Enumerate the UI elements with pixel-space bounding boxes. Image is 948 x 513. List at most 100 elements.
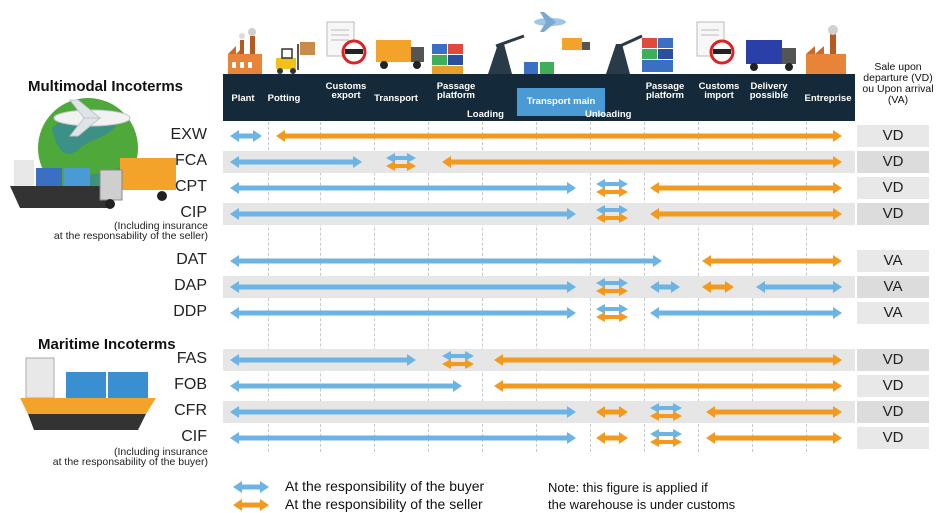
buyer-arrow-dap <box>596 278 628 288</box>
incoterm-fca: FCA <box>175 152 207 169</box>
sale-type-cip: VD <box>857 203 929 225</box>
header-column-1: Potting <box>267 93 301 104</box>
buyer-arrow-cfr <box>650 403 682 413</box>
header-column-8: Delivery possible <box>749 81 789 101</box>
incoterm-cpt: CPT <box>175 178 207 195</box>
maritime-title: Maritime Incoterms <box>38 336 176 353</box>
incoterm-cif: CIF <box>181 428 207 445</box>
header-column-7: Customs import <box>698 81 740 101</box>
seller-arrow-cif <box>596 432 628 444</box>
seller-arrow-dat <box>702 255 842 267</box>
header-column-0: Plant <box>231 93 255 104</box>
buyer-arrow-fca <box>230 156 362 168</box>
seller-arrow-cif <box>706 432 842 444</box>
buyer-arrow-exw <box>230 130 262 142</box>
port-crane-icon <box>488 34 525 74</box>
buyer-arrow-cfr <box>230 406 576 418</box>
transport-main-highlight <box>517 88 605 116</box>
seller-arrow-fca <box>386 161 416 171</box>
factory-icon <box>228 28 262 74</box>
buyer-arrow-cif <box>650 429 682 439</box>
cip-note: (Including insurance at the responsabili… <box>53 220 208 242</box>
header-column-9: Entreprise <box>804 93 852 104</box>
airplane-icon <box>534 12 566 32</box>
legend-buyer-label: At the responsibility of the buyer <box>285 478 485 494</box>
truck-icon <box>99 158 176 209</box>
buyer-arrow-ddp <box>596 304 628 314</box>
sale-column-title: Sale upon departure (VD) ou Upon arrival… <box>862 61 934 106</box>
truck-icon <box>746 40 796 71</box>
buyer-arrow-cif <box>230 432 576 444</box>
warehouse-note: Note: this figure is applied if the ware… <box>548 480 736 512</box>
cargo-ship-icon <box>20 357 156 430</box>
incoterm-dap: DAP <box>174 277 207 294</box>
cif-note: (Including insurance at the responsabili… <box>52 446 208 468</box>
buyer-arrow-ddp <box>650 307 842 319</box>
seller-arrow-cip <box>650 208 842 220</box>
seller-arrow-ddp <box>596 312 628 322</box>
seller-arrow-exw <box>276 130 842 142</box>
seller-arrow-cfr <box>596 406 628 418</box>
truck-icon <box>376 40 424 69</box>
seller-arrow-fca <box>442 156 842 168</box>
seller-arrow-cip <box>596 213 628 223</box>
legend-seller-arrow <box>233 499 269 511</box>
incoterm-ddp: DDP <box>173 303 207 320</box>
incoterm-dat: DAT <box>176 251 207 268</box>
buyer-arrow-cip <box>230 208 576 220</box>
sale-type-dap: VA <box>857 276 929 298</box>
sale-type-cfr: VD <box>857 401 929 423</box>
seller-arrow-cpt <box>650 182 842 194</box>
seller-arrow-cfr <box>706 406 842 418</box>
seller-arrow-cfr <box>650 411 682 421</box>
buyer-arrow-dap <box>650 281 680 293</box>
containers-icon <box>642 38 673 72</box>
header-column-2: Customs export <box>325 81 367 101</box>
seller-arrow-cpt <box>596 187 628 197</box>
containers-icon <box>432 44 463 74</box>
sale-type-cpt: VD <box>857 177 929 199</box>
customs-document-icon <box>696 21 735 65</box>
incoterm-exw: EXW <box>170 126 207 143</box>
header-column-4: Passage platform <box>436 81 476 101</box>
factory-icon <box>806 25 846 74</box>
sale-type-fob: VD <box>857 375 929 397</box>
incoterm-cfr: CFR <box>174 402 207 419</box>
legend-buyer-arrow <box>233 481 269 493</box>
buyer-arrow-cpt <box>596 179 628 189</box>
sale-type-fas: VD <box>857 349 929 371</box>
buyer-arrow-cpt <box>230 182 576 194</box>
sale-type-cif: VD <box>857 427 929 449</box>
buyer-arrow-fas <box>230 354 416 366</box>
seller-arrow-fob <box>494 380 842 392</box>
sale-type-dat: VA <box>857 250 929 272</box>
buyer-arrow-dap <box>230 281 576 293</box>
forklift-icon <box>276 42 315 74</box>
seller-arrow-cif <box>650 437 682 447</box>
buyer-arrow-fob <box>230 380 462 392</box>
seller-arrow-dap <box>596 286 628 296</box>
legend-seller-label: At the responsibility of the seller <box>285 496 483 512</box>
buyer-arrow-fca <box>386 153 416 163</box>
incoterm-fas: FAS <box>176 350 207 367</box>
seller-arrow-fas <box>494 354 842 366</box>
buyer-arrow-dap <box>756 281 842 293</box>
header-column-5: Transport main <box>526 96 596 107</box>
seller-arrow-dap <box>702 281 734 293</box>
seller-arrow-fas <box>442 359 474 369</box>
multimodal-title: Multimodal Incoterms <box>28 78 184 95</box>
sale-type-exw: VD <box>857 125 929 147</box>
header-column-3: Transport <box>374 93 418 104</box>
port-crane-icon <box>606 34 643 74</box>
incoterm-cip: CIP <box>180 204 207 221</box>
customs-document-icon <box>326 21 367 65</box>
unloading-label: Unloading <box>585 109 632 120</box>
header-column-6: Passage platform <box>645 81 685 101</box>
sale-type-ddp: VA <box>857 302 929 324</box>
loading-label: Loading <box>467 109 504 120</box>
buyer-arrow-ddp <box>230 307 576 319</box>
cargo-ship-icon <box>10 160 120 208</box>
buyer-arrow-fas <box>442 351 474 361</box>
